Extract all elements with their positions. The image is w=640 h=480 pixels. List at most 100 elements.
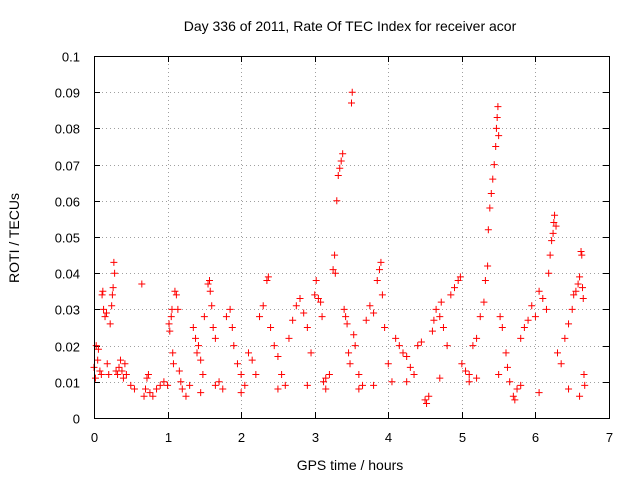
data-point xyxy=(92,342,100,350)
data-point xyxy=(370,381,378,389)
data-point xyxy=(303,324,311,331)
data-point xyxy=(169,349,177,357)
data-point xyxy=(549,229,557,237)
plot-frame xyxy=(94,56,610,419)
data-point xyxy=(109,284,117,292)
data-point xyxy=(375,266,383,274)
data-point xyxy=(351,342,359,350)
y-tick-label: 0.03 xyxy=(55,303,80,318)
data-point xyxy=(373,276,381,284)
tick-layer: 0 1 2 3 4 5 6 7 0 0.01 0.02 0.03 0.04 0.05 0.06 0.07 0.0… xyxy=(55,50,613,446)
data-point xyxy=(503,363,511,371)
data-point xyxy=(487,190,495,198)
data-point xyxy=(127,381,135,389)
data-point xyxy=(561,334,569,342)
data-point xyxy=(314,295,322,303)
data-point xyxy=(517,381,525,389)
data-point xyxy=(322,374,330,382)
data-point xyxy=(579,295,587,303)
data-point xyxy=(496,313,504,321)
data-point xyxy=(103,309,111,317)
data-point xyxy=(430,316,438,324)
data-point xyxy=(193,349,201,357)
data-point xyxy=(520,324,528,331)
data-point xyxy=(140,392,148,400)
data-point xyxy=(572,287,580,295)
data-point xyxy=(348,99,355,107)
data-point xyxy=(111,269,119,277)
data-point xyxy=(245,349,252,357)
data-point xyxy=(197,356,205,364)
data-point xyxy=(182,392,190,400)
data-point xyxy=(428,327,436,335)
data-point xyxy=(465,371,473,379)
data-point xyxy=(581,381,589,389)
data-point xyxy=(331,269,339,277)
data-point xyxy=(175,367,183,375)
data-point xyxy=(215,378,223,386)
data-point xyxy=(112,367,120,375)
data-point xyxy=(484,262,492,270)
data-point xyxy=(550,219,558,227)
data-point xyxy=(206,287,214,295)
data-point xyxy=(94,345,102,353)
data-point xyxy=(318,313,326,321)
x-tick-label: 4 xyxy=(385,430,392,445)
data-point xyxy=(542,305,550,313)
data-point xyxy=(548,237,556,245)
data-point xyxy=(423,400,431,408)
x-tick-label: 6 xyxy=(532,430,539,445)
data-point xyxy=(116,356,124,364)
data-point xyxy=(237,389,245,397)
y-tick-label: 0.08 xyxy=(55,122,80,137)
data-point xyxy=(509,392,517,400)
data-point xyxy=(524,316,532,324)
data-point xyxy=(417,338,425,346)
data-point xyxy=(489,175,497,183)
y-tick-label: 0.05 xyxy=(55,231,80,246)
data-point xyxy=(350,331,358,339)
data-point xyxy=(528,302,536,310)
data-point xyxy=(333,197,341,205)
data-point xyxy=(565,385,573,393)
data-point xyxy=(289,316,297,324)
data-point xyxy=(342,313,350,321)
data-point xyxy=(458,360,466,368)
data-point xyxy=(535,287,543,295)
data-point xyxy=(370,309,378,317)
data-point xyxy=(454,276,462,284)
data-point xyxy=(456,273,464,281)
data-point xyxy=(320,378,328,386)
data-point xyxy=(414,342,422,350)
data-point xyxy=(329,266,337,274)
data-point xyxy=(502,349,510,357)
data-point xyxy=(399,349,407,357)
data-point xyxy=(146,389,154,397)
data-point xyxy=(108,291,116,299)
data-point xyxy=(106,320,114,328)
data-point xyxy=(303,381,311,389)
data-point xyxy=(568,305,576,313)
data-point xyxy=(194,342,202,350)
data-point xyxy=(576,392,584,400)
data-point xyxy=(437,298,445,306)
data-point xyxy=(270,342,278,350)
data-point xyxy=(167,313,175,321)
data-point xyxy=(473,374,481,382)
x-tick-label: 5 xyxy=(459,430,466,445)
data-point xyxy=(447,291,455,299)
x-axis-label: GPS time / hours xyxy=(297,457,404,473)
data-point xyxy=(495,371,503,379)
data-point xyxy=(186,381,194,389)
data-point xyxy=(209,324,217,331)
data-point xyxy=(101,313,109,321)
data-point xyxy=(115,363,123,371)
x-tick-label: 0 xyxy=(91,430,98,445)
data-point xyxy=(577,247,585,255)
data-point xyxy=(285,334,293,342)
data-point xyxy=(381,324,389,331)
data-point xyxy=(103,360,111,368)
data-point xyxy=(219,385,227,393)
data-point xyxy=(142,385,149,393)
data-point xyxy=(366,302,374,310)
